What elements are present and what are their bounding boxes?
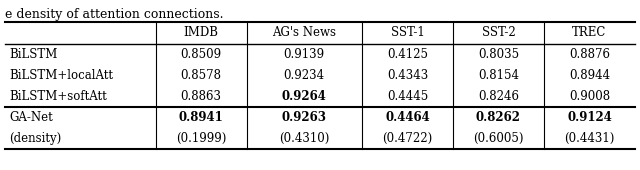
Text: 0.8246: 0.8246 (478, 90, 519, 103)
Text: 0.8941: 0.8941 (179, 111, 223, 124)
Text: 0.9124: 0.9124 (567, 111, 612, 124)
Text: 0.9264: 0.9264 (282, 90, 326, 103)
Text: 0.9263: 0.9263 (282, 111, 327, 124)
Text: 0.8578: 0.8578 (180, 69, 221, 82)
Text: BiLSTM: BiLSTM (9, 48, 58, 61)
Text: 0.8154: 0.8154 (478, 69, 519, 82)
Text: (density): (density) (9, 132, 61, 145)
Text: 0.4445: 0.4445 (387, 90, 428, 103)
Text: 0.8876: 0.8876 (569, 48, 610, 61)
Text: BiLSTM+softAtt: BiLSTM+softAtt (9, 90, 107, 103)
Text: GA-Net: GA-Net (9, 111, 52, 124)
Text: (0.6005): (0.6005) (473, 132, 524, 145)
Text: 0.9008: 0.9008 (569, 90, 610, 103)
Text: 0.8262: 0.8262 (476, 111, 521, 124)
Text: BiLSTM+localAtt: BiLSTM+localAtt (9, 69, 113, 82)
Text: e density of attention connections.: e density of attention connections. (5, 8, 223, 21)
Text: (0.1999): (0.1999) (176, 132, 226, 145)
Text: IMDB: IMDB (184, 27, 218, 39)
Text: (0.4431): (0.4431) (564, 132, 614, 145)
Text: AG's News: AG's News (272, 27, 336, 39)
Text: 0.8863: 0.8863 (180, 90, 221, 103)
Text: 0.8944: 0.8944 (569, 69, 610, 82)
Text: 0.4464: 0.4464 (385, 111, 430, 124)
Text: TREC: TREC (572, 27, 607, 39)
Text: SST-2: SST-2 (482, 27, 515, 39)
Text: (0.4310): (0.4310) (279, 132, 330, 145)
Text: 0.9139: 0.9139 (284, 48, 325, 61)
Text: 0.8035: 0.8035 (478, 48, 519, 61)
Text: 0.9234: 0.9234 (284, 69, 325, 82)
Text: 0.4343: 0.4343 (387, 69, 428, 82)
Text: 0.4125: 0.4125 (387, 48, 428, 61)
Text: SST-1: SST-1 (390, 27, 424, 39)
Text: 0.8509: 0.8509 (180, 48, 221, 61)
Text: (0.4722): (0.4722) (382, 132, 433, 145)
